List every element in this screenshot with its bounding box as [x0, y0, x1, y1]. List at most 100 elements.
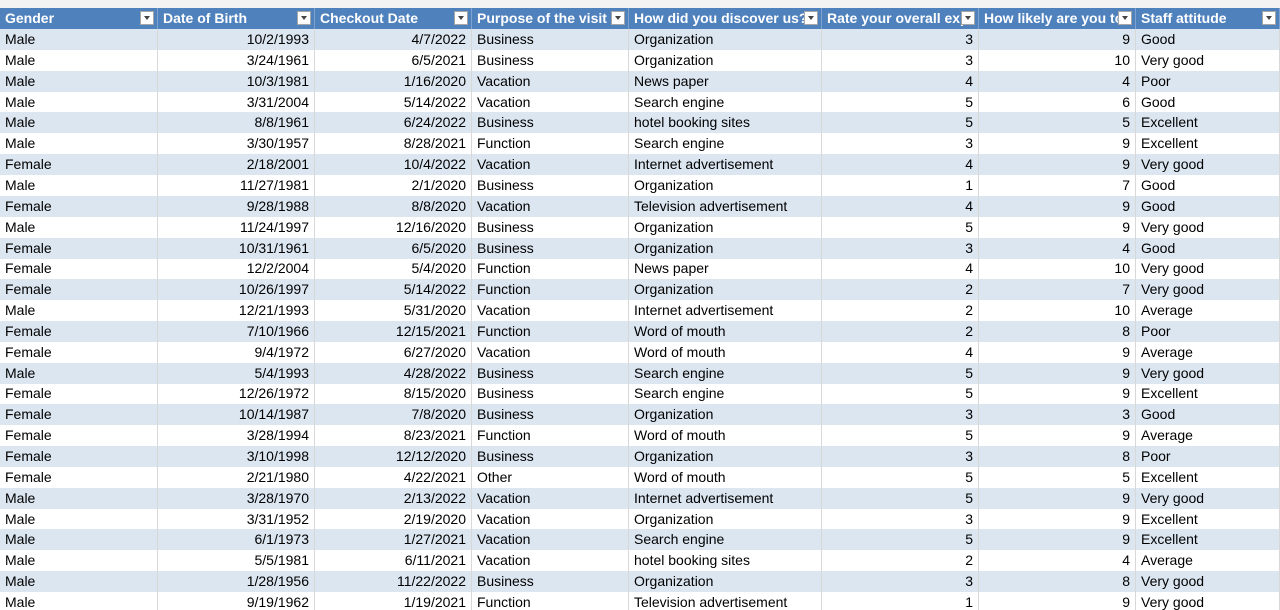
table-cell: 12/26/1972: [158, 383, 315, 405]
table-cell: 12/21/1993: [158, 300, 315, 322]
table-cell: 3/28/1994: [158, 425, 315, 447]
table-cell: 4/22/2021: [315, 466, 472, 488]
table-cell: 12/16/2020: [315, 216, 472, 238]
table-cell: Very good: [1136, 154, 1280, 176]
table-cell: Very good: [1136, 49, 1280, 71]
table-cell: 9: [979, 529, 1136, 551]
filter-button[interactable]: [961, 11, 975, 25]
table-cell: 9: [979, 216, 1136, 238]
table-cell: Good: [1136, 29, 1280, 50]
filter-button[interactable]: [611, 11, 625, 25]
table-cell: Vacation: [472, 487, 629, 509]
table-cell: 5: [822, 383, 979, 405]
table-cell: 1/16/2020: [315, 70, 472, 92]
table-cell: Organization: [629, 174, 822, 196]
table-cell: Good: [1136, 174, 1280, 196]
table-cell: Poor: [1136, 320, 1280, 342]
table-cell: Business: [472, 112, 629, 134]
filter-button[interactable]: [297, 11, 311, 25]
table-cell: 9/4/1972: [158, 341, 315, 363]
table-cell: Female: [0, 154, 158, 176]
table-cell: Vacation: [472, 550, 629, 572]
table-cell: Vacation: [472, 508, 629, 530]
table-cell: Internet advertisement: [629, 487, 822, 509]
table-cell: Business: [472, 362, 629, 384]
table-cell: 5: [822, 425, 979, 447]
table-cell: 5: [822, 91, 979, 113]
filter-button[interactable]: [1118, 11, 1132, 25]
table-cell: 2/19/2020: [315, 508, 472, 530]
table-cell: 7/10/1966: [158, 320, 315, 342]
table-cell: Internet advertisement: [629, 154, 822, 176]
table-cell: 11/24/1997: [158, 216, 315, 238]
table-cell: Female: [0, 466, 158, 488]
filter-button[interactable]: [804, 11, 818, 25]
table-cell: Vacation: [472, 341, 629, 363]
table-cell: Excellent: [1136, 112, 1280, 134]
table-cell: 10/26/1997: [158, 279, 315, 301]
table-cell: Male: [0, 591, 158, 610]
table-cell: 9: [979, 341, 1136, 363]
table-cell: Business: [472, 174, 629, 196]
table-cell: Business: [472, 571, 629, 593]
table-cell: Excellent: [1136, 508, 1280, 530]
table-cell: 10/31/1961: [158, 237, 315, 259]
table-cell: 3: [822, 133, 979, 155]
table-cell: Male: [0, 550, 158, 572]
table-cell: Organization: [629, 279, 822, 301]
table-cell: Female: [0, 446, 158, 467]
table-cell: Excellent: [1136, 133, 1280, 155]
table-cell: 9: [979, 425, 1136, 447]
table-cell: 1/27/2021: [315, 529, 472, 551]
table-cell: 2: [822, 300, 979, 322]
table-cell: 7/8/2020: [315, 404, 472, 426]
table-cell: 10: [979, 300, 1136, 322]
table-cell: Good: [1136, 91, 1280, 113]
table-cell: 9: [979, 195, 1136, 217]
table-cell: 2/13/2022: [315, 487, 472, 509]
table-cell: 1/28/1956: [158, 571, 315, 593]
table-cell: Word of mouth: [629, 320, 822, 342]
table-cell: Very good: [1136, 487, 1280, 509]
table-cell: Male: [0, 29, 158, 50]
table-cell: 6/5/2020: [315, 237, 472, 259]
table-cell: Male: [0, 70, 158, 92]
table-cell: Very good: [1136, 362, 1280, 384]
table-cell: Very good: [1136, 591, 1280, 610]
table-cell: 7: [979, 279, 1136, 301]
table-cell: 6/24/2022: [315, 112, 472, 134]
filter-button[interactable]: [454, 11, 468, 25]
table-cell: Male: [0, 362, 158, 384]
table-cell: 8/8/1961: [158, 112, 315, 134]
table-cell: Male: [0, 529, 158, 551]
table-cell: Male: [0, 133, 158, 155]
table-cell: 3: [822, 29, 979, 50]
table-cell: 12/2/2004: [158, 258, 315, 280]
table-cell: Male: [0, 571, 158, 593]
table-cell: 6/11/2021: [315, 550, 472, 572]
table-cell: Female: [0, 425, 158, 447]
table-cell: Business: [472, 446, 629, 467]
filter-button[interactable]: [140, 11, 154, 25]
table-cell: 4: [822, 70, 979, 92]
table-cell: 9: [979, 487, 1136, 509]
table-cell: Search engine: [629, 362, 822, 384]
table-cell: Very good: [1136, 571, 1280, 593]
table-cell: 2: [822, 279, 979, 301]
table-cell: 10: [979, 49, 1136, 71]
table-cell: 3/30/1957: [158, 133, 315, 155]
table-cell: Search engine: [629, 91, 822, 113]
table-cell: Vacation: [472, 300, 629, 322]
table-cell: 10: [979, 258, 1136, 280]
table-cell: Search engine: [629, 383, 822, 405]
table-cell: Male: [0, 216, 158, 238]
table-cell: 4/28/2022: [315, 362, 472, 384]
table-cell: 10/4/2022: [315, 154, 472, 176]
table-cell: Organization: [629, 29, 822, 50]
table-cell: 3: [822, 571, 979, 593]
table-cell: News paper: [629, 70, 822, 92]
filter-button[interactable]: [1262, 11, 1276, 25]
table-cell: Organization: [629, 571, 822, 593]
table-cell: 9: [979, 154, 1136, 176]
table-cell: Search engine: [629, 529, 822, 551]
